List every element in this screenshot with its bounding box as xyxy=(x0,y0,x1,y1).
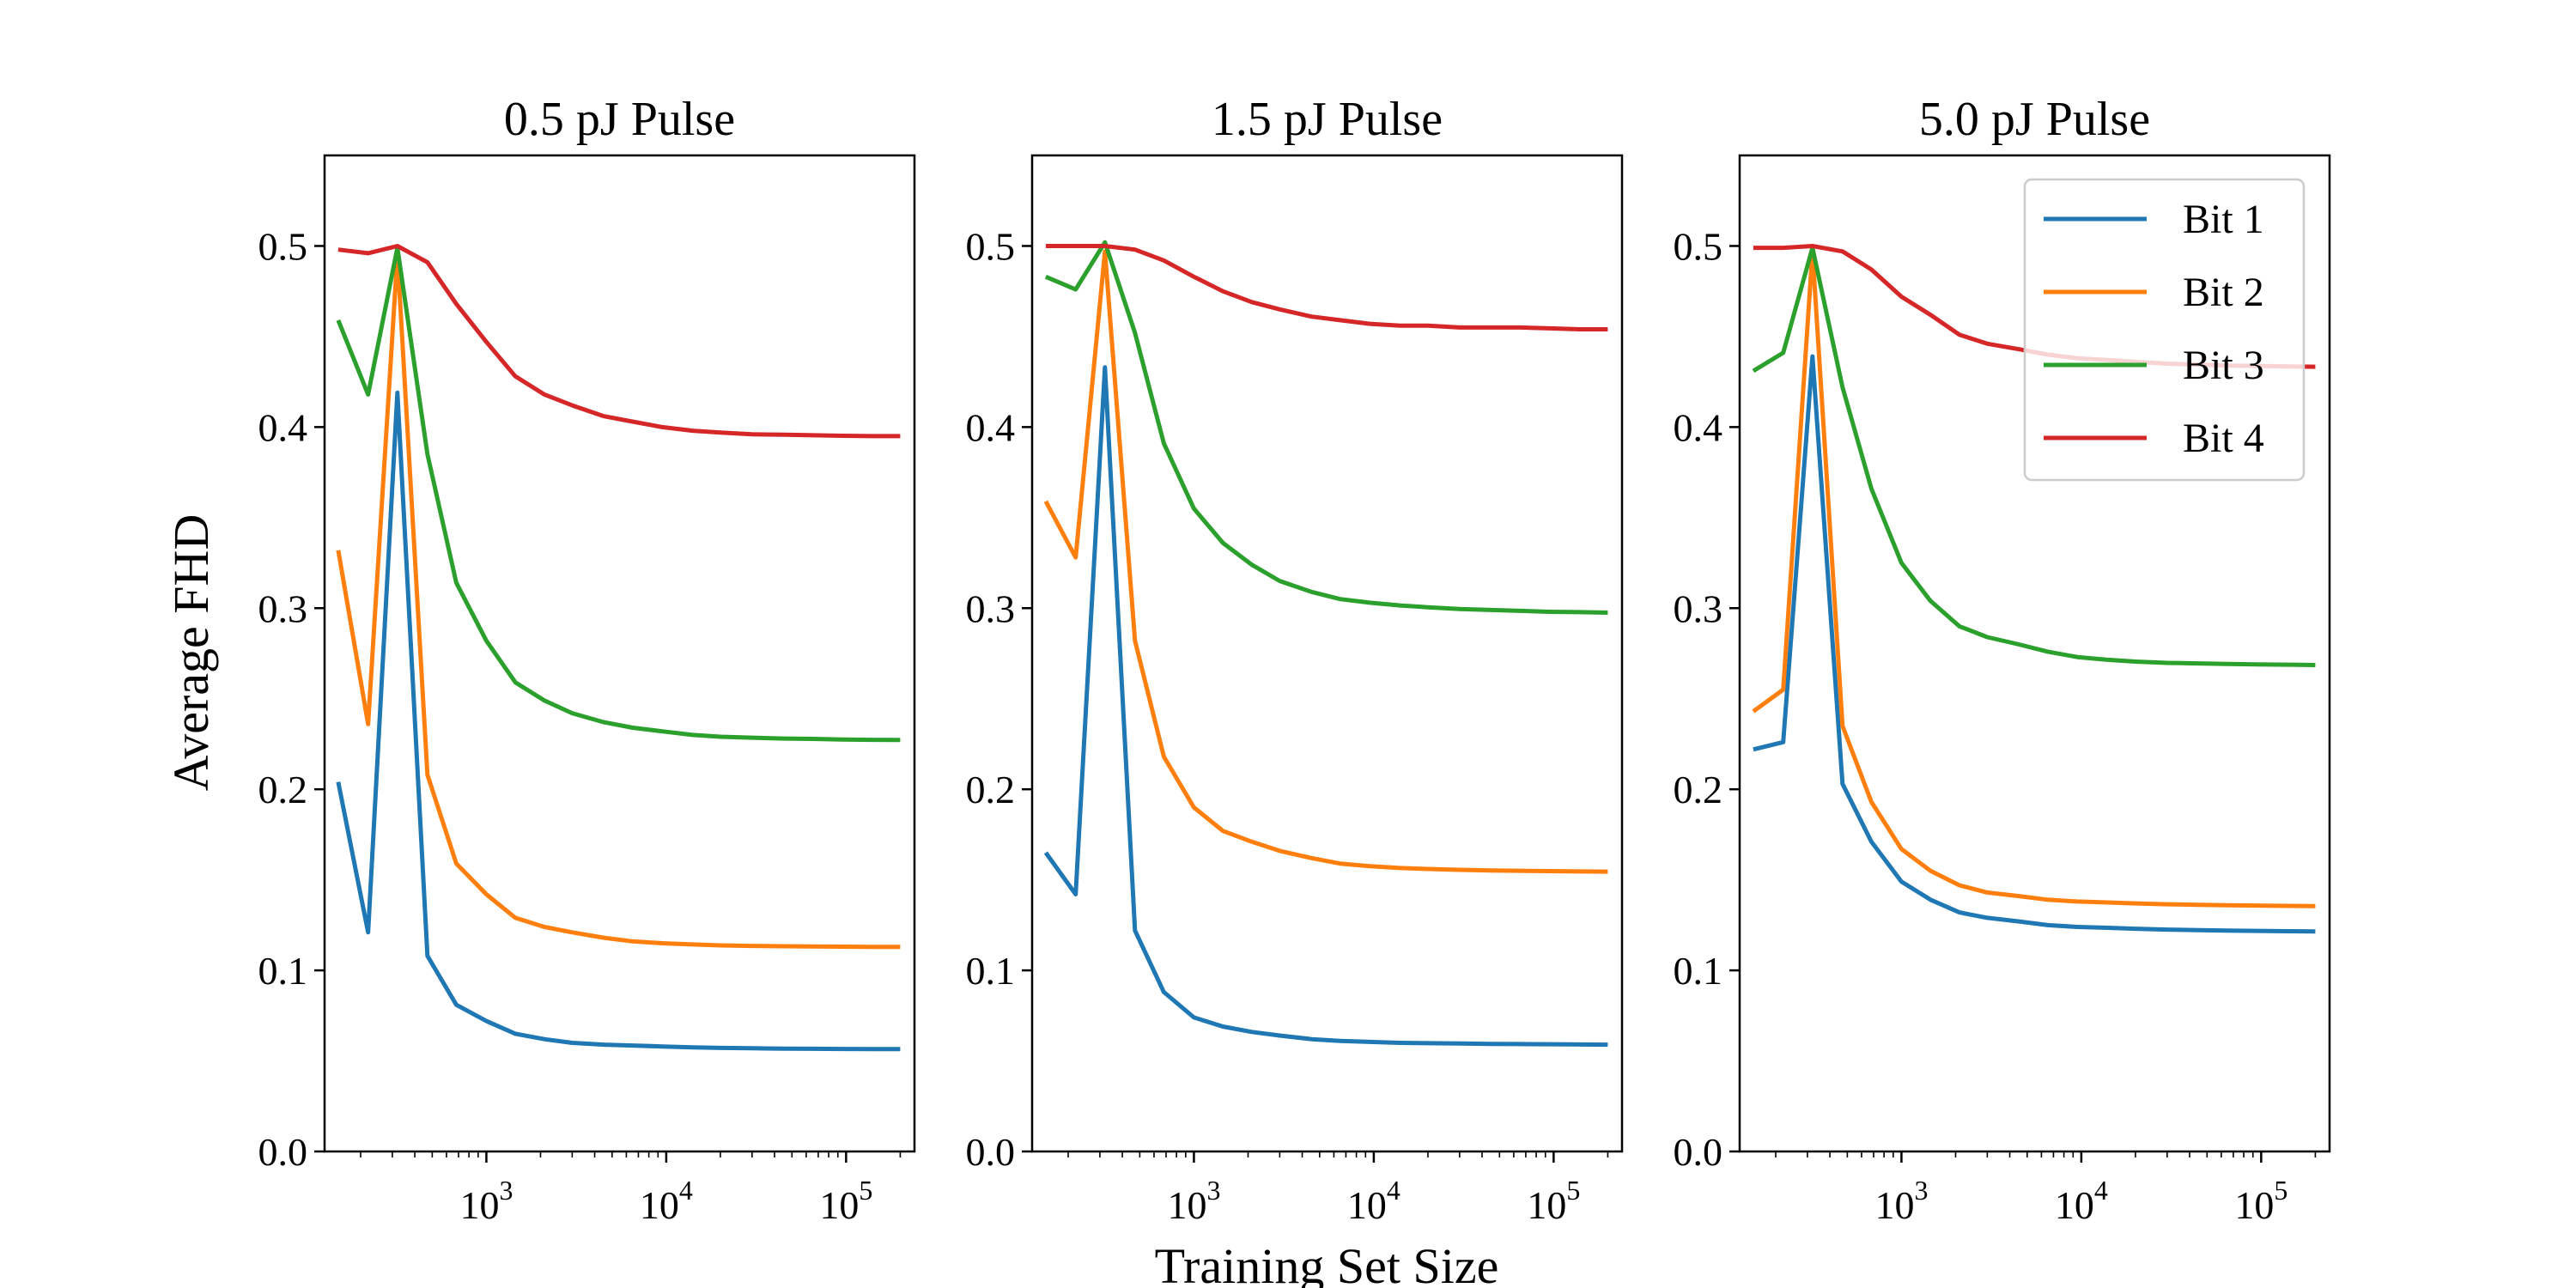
y-tick-label: 0.4 xyxy=(966,405,1016,449)
legend-label: Bit 2 xyxy=(2183,270,2264,315)
legend: Bit 1 Bit 2 Bit 3 Bit 4 xyxy=(2023,178,2306,482)
y-axis-label: Average FHD xyxy=(163,514,219,792)
y-tick-label: 0.3 xyxy=(258,586,308,630)
x-tick-label: 105 xyxy=(2234,1175,2287,1227)
y-tick-label: 0.3 xyxy=(966,586,1016,630)
x-tick-label: 104 xyxy=(1347,1175,1400,1227)
y-tick-label: 0.1 xyxy=(966,949,1016,993)
x-axis-label: Training Set Size xyxy=(1155,1238,1499,1288)
y-tick-label: 0.1 xyxy=(1674,949,1723,993)
x-tick-label: 105 xyxy=(819,1175,872,1227)
x-tick-label: 103 xyxy=(1167,1175,1220,1227)
panel-1: 0.5 pJ Pulse 0.0 0.1 0.2 0.3 0.4 0.5 103 104 105 xyxy=(258,93,916,1227)
series-line-bit-1 xyxy=(1043,365,1608,1048)
series-line-bit-2 xyxy=(1043,249,1608,874)
panel-title: 1.5 pJ Pulse xyxy=(1212,93,1443,146)
series-line-bit-4 xyxy=(337,244,901,439)
y-tick-label: 0.4 xyxy=(1674,405,1723,449)
series-line-bit-4 xyxy=(1045,244,1608,331)
legend-item-bit-1: Bit 1 xyxy=(2044,197,2264,242)
axes-frame xyxy=(323,154,916,1153)
y-tick-label: 0.0 xyxy=(966,1130,1016,1174)
legend-item-bit-4: Bit 4 xyxy=(2044,416,2264,461)
legend-label: Bit 4 xyxy=(2183,416,2264,461)
y-tick-label: 0.1 xyxy=(258,949,308,993)
y-tick-label: 0.5 xyxy=(1674,224,1723,268)
y-tick-label: 0.2 xyxy=(1674,768,1723,811)
x-tick-label: 105 xyxy=(1527,1175,1580,1227)
y-tick-label: 0.4 xyxy=(258,405,308,449)
series-line-bit-3 xyxy=(1752,246,2316,667)
series-line-bit-2 xyxy=(336,252,901,950)
legend-item-bit-3: Bit 3 xyxy=(2044,343,2264,388)
panel-2: 1.5 pJ Pulse 0.0 0.1 0.2 0.3 0.4 0.5 103 104 105 xyxy=(966,93,1624,1227)
panel-title: 0.5 pJ Pulse xyxy=(504,93,735,146)
series-line-bit-1 xyxy=(1753,354,2316,934)
series-line-bit-3 xyxy=(336,246,901,743)
legend-label: Bit 1 xyxy=(2183,197,2264,242)
x-tick-label: 104 xyxy=(640,1175,693,1227)
y-tick-label: 0.2 xyxy=(258,768,308,811)
x-tick-label: 103 xyxy=(1874,1175,1928,1227)
legend-label: Bit 3 xyxy=(2183,343,2264,388)
y-tick-label: 0.0 xyxy=(258,1130,308,1174)
axes-frame xyxy=(1030,154,1624,1153)
legend-item-bit-2: Bit 2 xyxy=(2044,270,2264,315)
y-tick-label: 0.0 xyxy=(1674,1130,1723,1174)
series-line-bit-1 xyxy=(336,390,901,1052)
y-tick-label: 0.5 xyxy=(966,224,1016,268)
y-tick-label: 0.5 xyxy=(258,224,308,268)
series-line-bit-3 xyxy=(1044,240,1608,615)
series-line-bit-2 xyxy=(1752,249,2316,908)
y-tick-label: 0.3 xyxy=(1674,586,1723,630)
y-tick-label: 0.2 xyxy=(966,768,1016,811)
legend-box xyxy=(2023,178,2306,482)
axes-frame xyxy=(1738,154,2331,1153)
panel-title: 5.0 pJ Pulse xyxy=(1919,93,2150,146)
x-tick-label: 104 xyxy=(2055,1175,2108,1227)
x-tick-label: 103 xyxy=(459,1175,513,1227)
